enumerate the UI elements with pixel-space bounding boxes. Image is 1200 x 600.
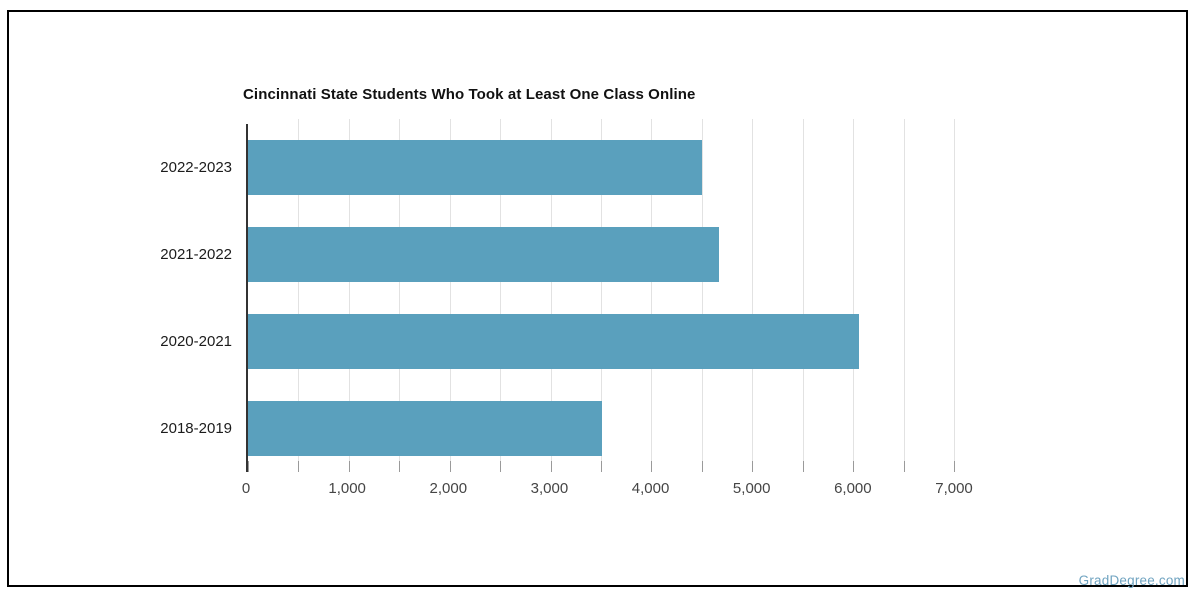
x-tick-label: 6,000 xyxy=(834,480,872,497)
axis-tick xyxy=(853,461,855,472)
gridline xyxy=(500,119,502,472)
plot-area xyxy=(246,119,955,472)
x-tick-label: 4,000 xyxy=(631,480,670,497)
x-tick-label: 2,000 xyxy=(429,480,468,497)
axis-tick xyxy=(298,461,300,472)
gridline xyxy=(651,119,653,472)
x-axis-labels: 0 1,000 2,000 3,000 4,000 5,000 6,000 7,000 xyxy=(242,480,973,500)
axis-tick xyxy=(954,461,955,472)
x-tick-label: 1,000 xyxy=(328,480,366,497)
x-tick-label: 5,000 xyxy=(732,480,771,497)
x-tick-label: 7,000 xyxy=(935,480,973,497)
bar-2018-2019 xyxy=(248,401,602,456)
gridline xyxy=(348,119,350,472)
gridline xyxy=(802,119,804,472)
watermark-text: GradDegree.com xyxy=(1078,573,1185,588)
y-axis-labels: 2022-2023 2021-2022 2020-2021 2018-2019 xyxy=(0,124,232,472)
gridline xyxy=(601,119,602,472)
axis-tick xyxy=(248,461,249,472)
axis-tick xyxy=(449,461,451,472)
gridline xyxy=(853,119,855,472)
axis-tick xyxy=(802,461,804,472)
x-tick-label: 0 xyxy=(241,480,251,497)
gridline xyxy=(752,119,754,472)
category-label: 2021-2022 xyxy=(160,245,232,263)
axis-tick xyxy=(701,461,703,472)
gridline xyxy=(701,119,703,472)
category-label: 2020-2021 xyxy=(160,332,232,350)
gridline xyxy=(550,119,552,472)
axis-tick xyxy=(550,461,552,472)
x-tick-label: 3,000 xyxy=(530,480,569,497)
chart-title: Cincinnati State Students Who Took at Le… xyxy=(243,86,696,103)
bar-2021-2022 xyxy=(248,227,719,282)
gridline xyxy=(449,119,451,472)
axis-tick xyxy=(752,461,754,472)
bar-2020-2021 xyxy=(248,314,860,369)
gridline xyxy=(954,119,955,472)
category-label: 2018-2019 xyxy=(160,419,232,437)
axis-tick xyxy=(903,461,905,472)
gridline xyxy=(903,119,905,472)
axis-tick xyxy=(348,461,350,472)
category-label: 2022-2023 xyxy=(160,158,232,176)
axis-tick xyxy=(651,461,653,472)
axis-tick xyxy=(399,461,401,472)
gridline xyxy=(298,119,300,472)
gridline xyxy=(399,119,401,472)
axis-tick xyxy=(500,461,502,472)
axis-tick xyxy=(601,461,602,472)
bar-2022-2023 xyxy=(248,140,702,195)
